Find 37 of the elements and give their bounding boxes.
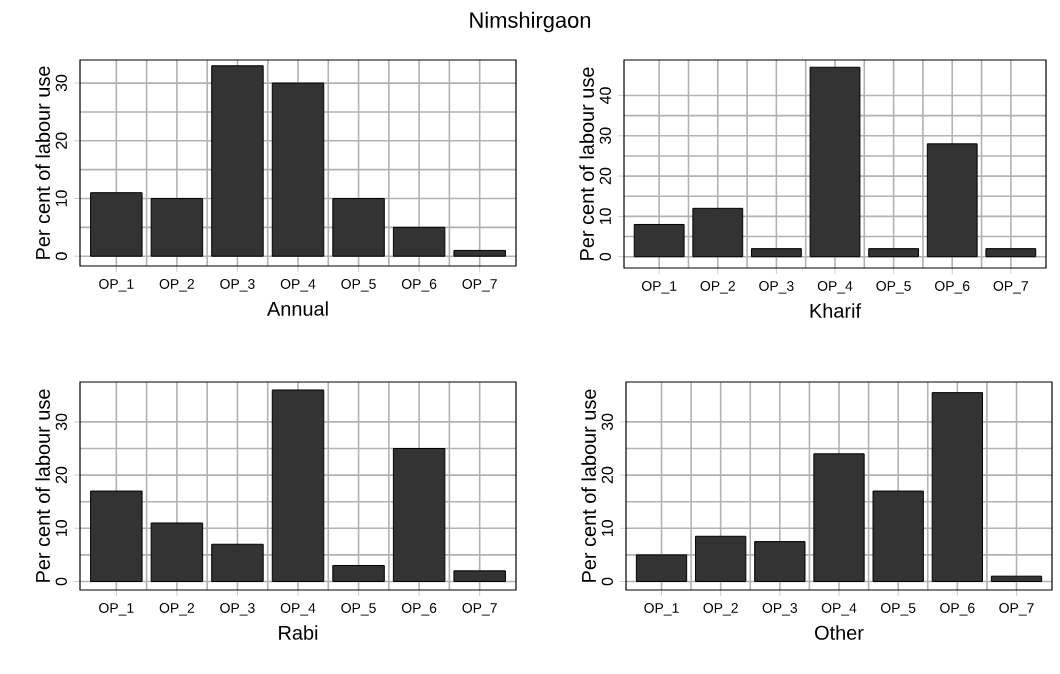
bar bbox=[392, 226, 446, 257]
bar bbox=[211, 65, 264, 257]
bar bbox=[692, 207, 744, 258]
x-axis-title: Other bbox=[815, 625, 864, 640]
y-axis-title: Per cent of labour use bbox=[579, 67, 594, 260]
x-axis-title: Kharif bbox=[810, 303, 862, 318]
bar bbox=[211, 543, 264, 582]
bar bbox=[332, 565, 385, 582]
bar bbox=[813, 453, 865, 582]
bar bbox=[90, 192, 143, 257]
bar bbox=[931, 392, 983, 582]
bar bbox=[633, 223, 685, 258]
bar bbox=[635, 554, 688, 582]
y-axis-title: Per cent of labour use bbox=[35, 66, 50, 259]
bar bbox=[271, 82, 325, 257]
bar bbox=[926, 143, 978, 258]
bar bbox=[872, 490, 924, 582]
bar bbox=[990, 575, 1043, 582]
bar bbox=[150, 522, 204, 582]
bar bbox=[271, 389, 325, 582]
x-axis-title: Rabi bbox=[279, 625, 318, 640]
bar bbox=[750, 248, 802, 258]
y-axis-title: Per cent of labour use bbox=[35, 389, 50, 582]
bar bbox=[150, 197, 204, 257]
chart-title: Nimshirgaon bbox=[470, 11, 591, 33]
bar bbox=[985, 248, 1037, 258]
bar bbox=[453, 249, 506, 257]
y-axis-title: Per cent of labour use bbox=[581, 389, 596, 582]
bar bbox=[453, 570, 506, 582]
bar bbox=[332, 197, 385, 257]
bar bbox=[90, 490, 143, 582]
bar bbox=[392, 447, 446, 582]
bar bbox=[809, 66, 861, 258]
bar bbox=[754, 541, 806, 582]
x-axis-title: Annual bbox=[267, 301, 328, 316]
bar bbox=[868, 248, 920, 258]
bar bbox=[695, 535, 747, 582]
